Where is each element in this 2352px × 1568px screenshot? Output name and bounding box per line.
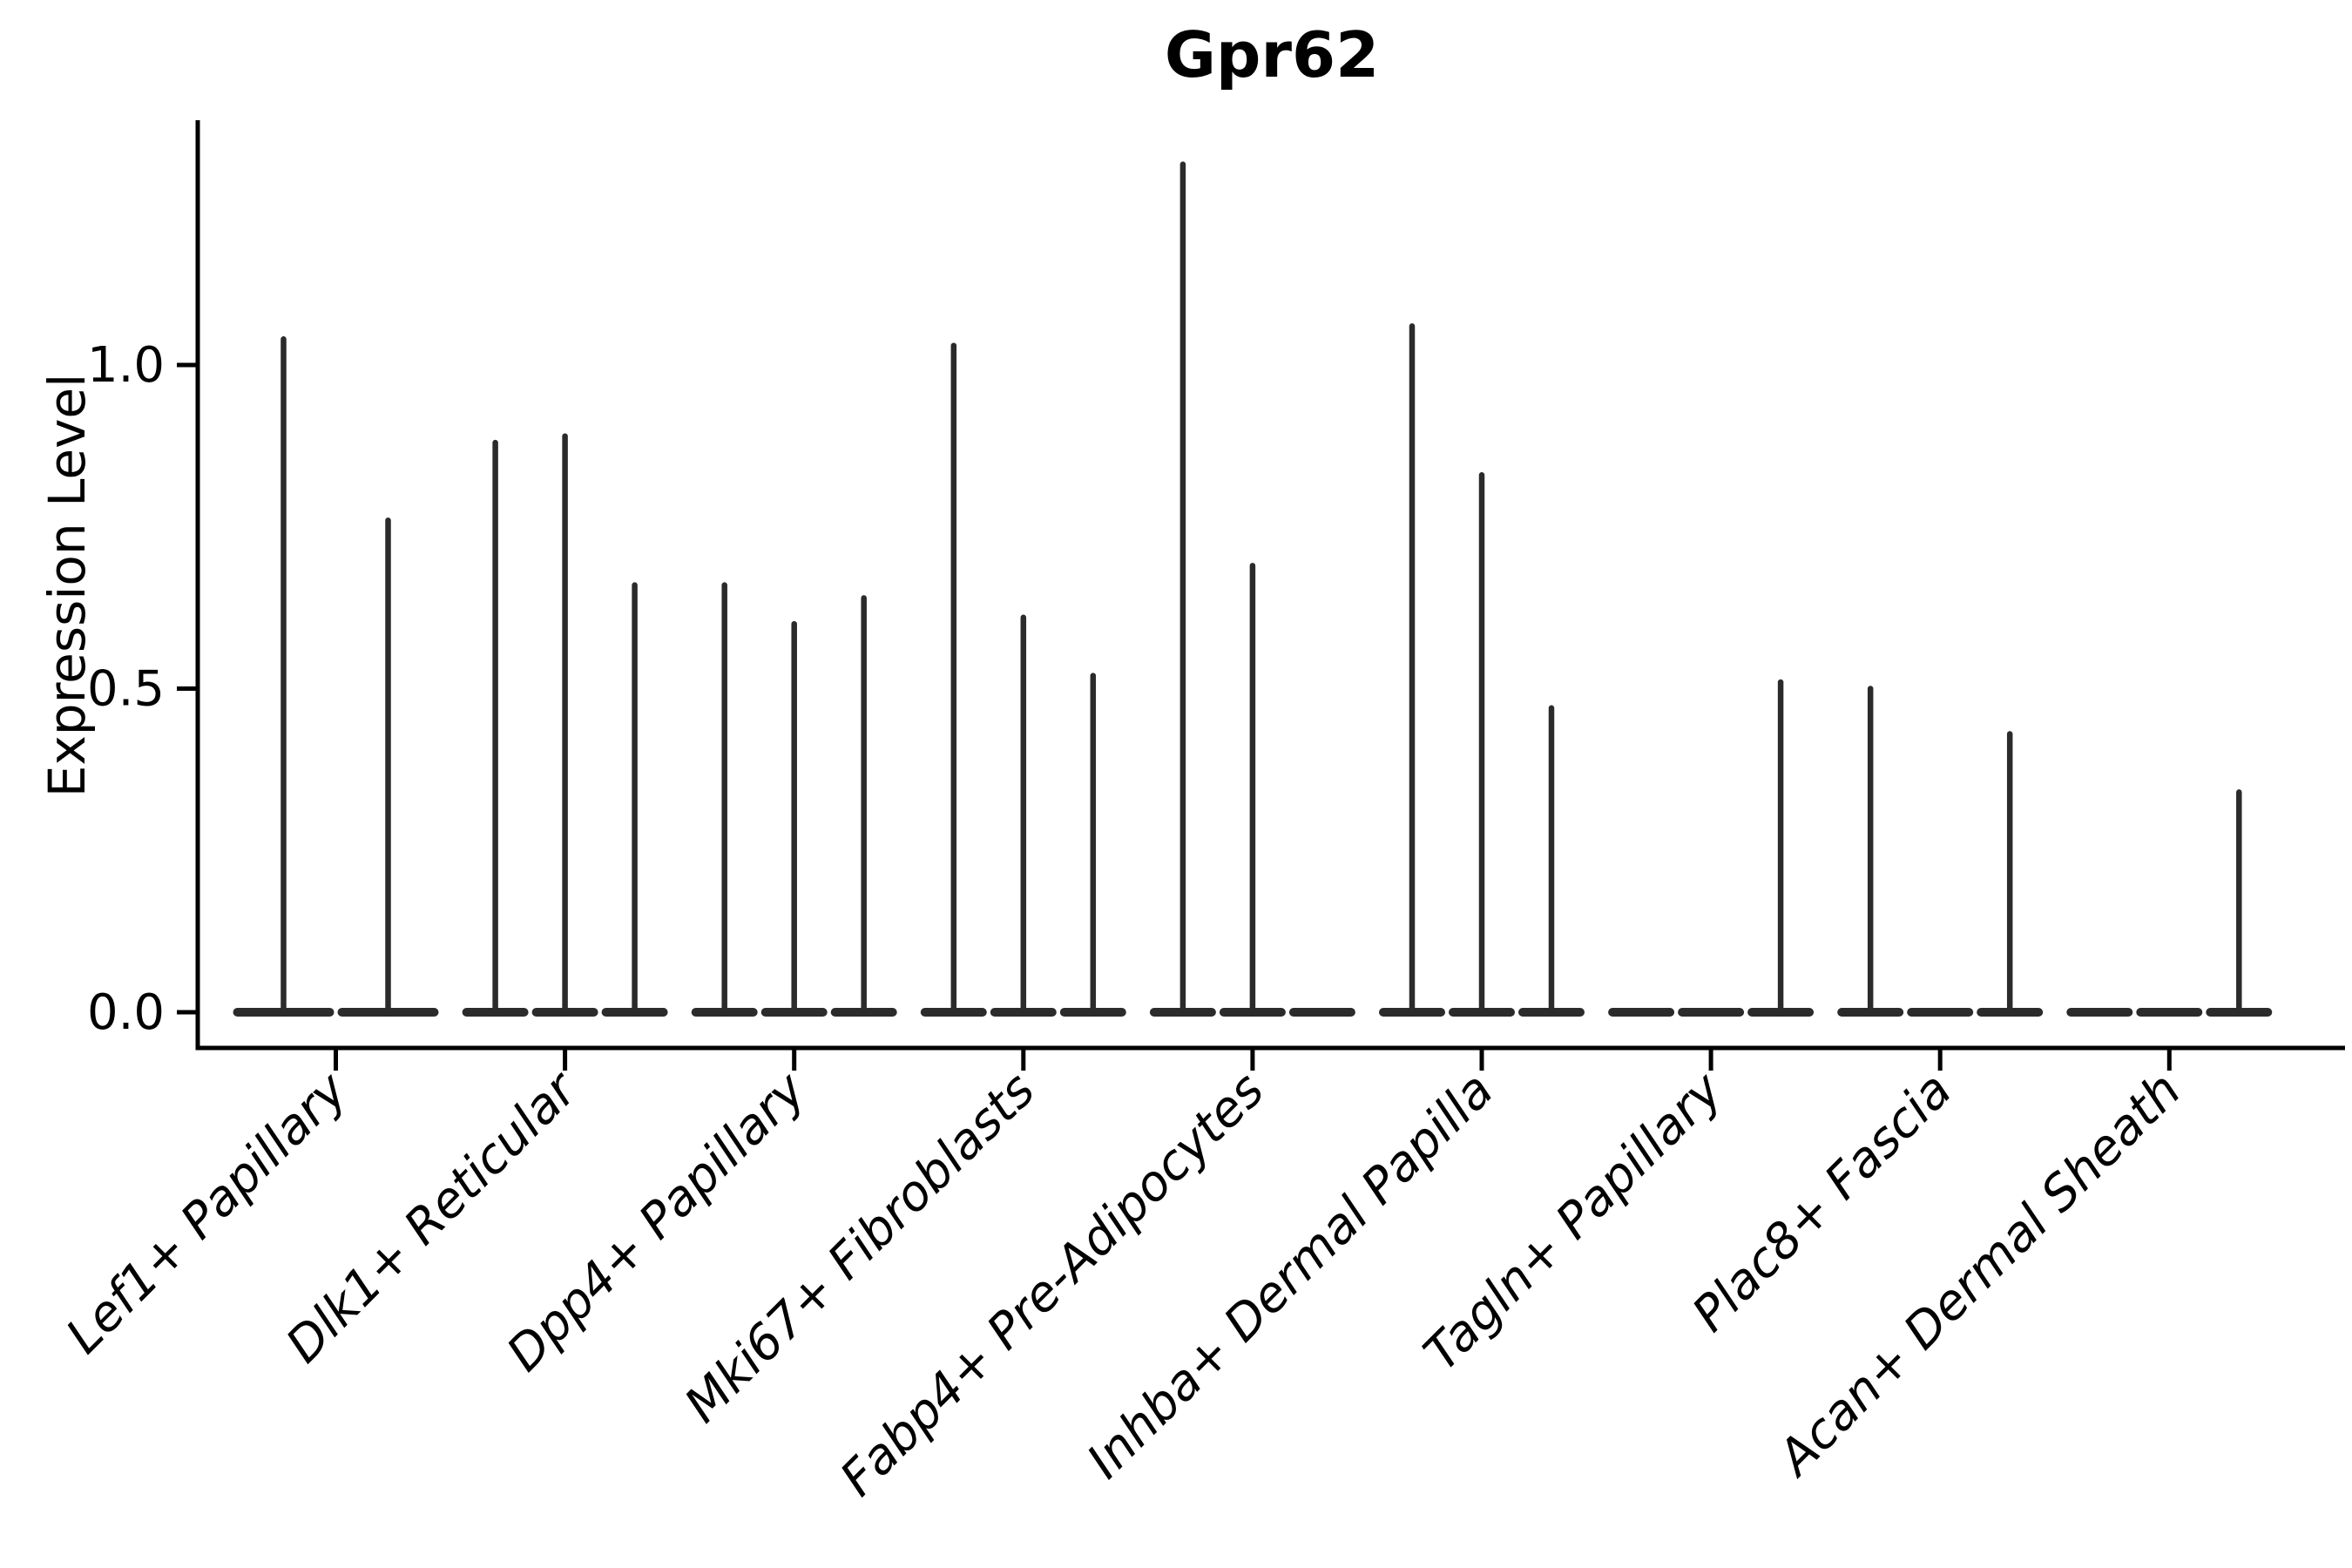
y-axis-label: Expression Level	[37, 374, 97, 797]
violin-base	[1907, 1008, 1974, 1017]
chart-title: Gpr62	[1165, 18, 1379, 91]
x-category-label: Inhba+ Dermal Papilla	[1077, 1062, 1504, 1490]
violin-base	[2136, 1008, 2203, 1017]
violin-base	[2066, 1008, 2133, 1017]
plot-area-violins	[233, 161, 2273, 1017]
violin-base	[1608, 1008, 1675, 1017]
violin-base	[1678, 1008, 1745, 1017]
violin-base	[1288, 1008, 1355, 1017]
y-tick-label: 1.0	[87, 337, 165, 394]
y-axis-ticks: 0.0 0.5 1.0	[87, 337, 196, 1041]
x-category-label: Acan+ Dermal Sheath	[1766, 1062, 2192, 1488]
x-category-label: Fabp4+ Pre-Adipocytes	[829, 1062, 1274, 1507]
y-tick-label: 0.5	[87, 661, 165, 718]
y-tick-label: 0.0	[87, 984, 165, 1041]
